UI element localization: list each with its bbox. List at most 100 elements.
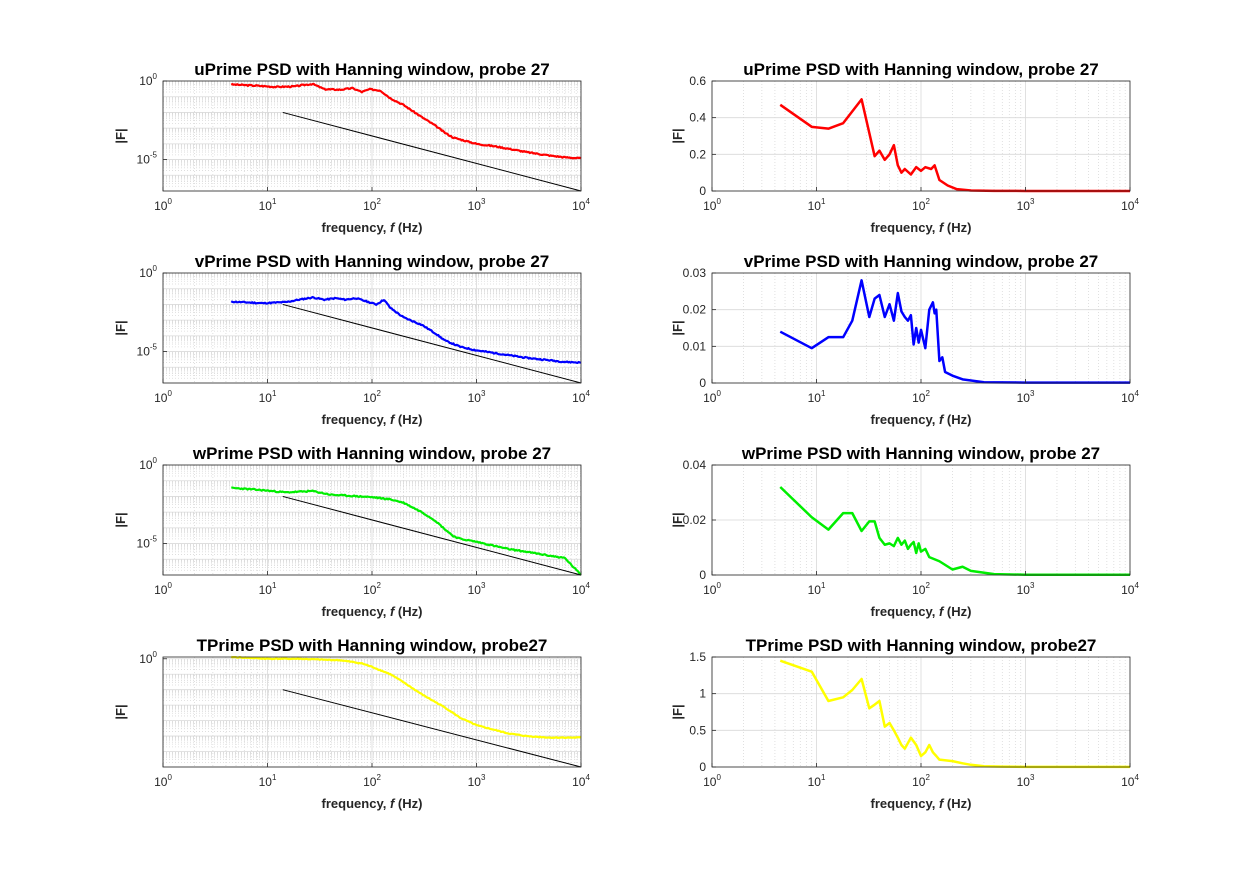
y-tick-label: 100 — [139, 72, 157, 88]
x-tick-label: 100 — [154, 773, 172, 789]
chart-title: TPrime PSD with Hanning window, probe27 — [746, 636, 1097, 655]
y-tick-label: 1 — [699, 687, 706, 701]
x-tick-label: 102 — [363, 197, 381, 213]
x-axis-label: frequency, f (Hz) — [322, 412, 423, 427]
reference-line — [282, 111, 582, 192]
y-tick-label: 0.02 — [683, 513, 707, 527]
grid — [162, 464, 581, 576]
x-tick-label: 100 — [703, 197, 721, 213]
y-axis-label: |F| — [670, 320, 685, 335]
chart-u-lin: 100 101 102 103 104 0 0.2 0.4 0.6 uPrime PSD with… — [670, 60, 1139, 235]
chart-title: vPrime PSD with Hanning window, probe 27 — [195, 252, 550, 271]
y-tick-label: 0.04 — [683, 458, 707, 472]
x-tick-label: 101 — [259, 389, 277, 405]
x-axis-label: frequency, f (Hz) — [871, 220, 972, 235]
x-tick-label: 103 — [1017, 197, 1035, 213]
x-tick-label: 101 — [259, 581, 277, 597]
chart-w-log: 100 101 102 103 104 100 10-5 wPrime PSD with Ha… — [113, 444, 590, 619]
x-tick-label: 102 — [363, 389, 381, 405]
x-tick-label: 102 — [912, 581, 930, 597]
x-tick-label: 101 — [808, 773, 826, 789]
y-tick-label: 100 — [139, 456, 157, 472]
y-tick-label: 10-5 — [137, 343, 158, 359]
y-tick-label: 0.5 — [689, 723, 706, 737]
series-line — [779, 659, 1131, 769]
y-tick-label: 100 — [139, 264, 157, 280]
x-tick-label: 103 — [468, 389, 486, 405]
y-axis-label: |F| — [113, 512, 128, 527]
x-tick-label: 102 — [912, 389, 930, 405]
y-tick-label: 0.2 — [689, 147, 706, 161]
y-axis-label: |F| — [113, 128, 128, 143]
y-tick-label: 1.5 — [689, 650, 706, 664]
y-tick-label: 0 — [699, 760, 706, 774]
x-tick-label: 104 — [572, 197, 590, 213]
chart-title: uPrime PSD with Hanning window, probe 27 — [743, 60, 1098, 79]
x-tick-label: 100 — [703, 389, 721, 405]
x-tick-label: 101 — [259, 197, 277, 213]
x-axis-label: frequency, f (Hz) — [871, 604, 972, 619]
chart-v-log: 100 101 102 103 104 100 10-5 vPrime PSD with Ha… — [113, 252, 590, 427]
x-tick-label: 100 — [154, 389, 172, 405]
chart-w-lin: 100 101 102 103 104 0 0.02 0.04 wPrime PSD with … — [670, 444, 1139, 619]
reference-line — [282, 689, 582, 768]
series-line — [230, 655, 582, 740]
x-tick-label: 101 — [808, 581, 826, 597]
x-tick-label: 104 — [1121, 581, 1139, 597]
y-axis-label: |F| — [113, 704, 128, 719]
x-tick-label: 104 — [572, 773, 590, 789]
chart-t-lin: 100 101 102 103 104 0 0.5 1 1.5 TPrime PSD with H… — [670, 636, 1139, 811]
series-line — [230, 295, 582, 365]
y-tick-label: 0.4 — [689, 111, 706, 125]
series-line — [230, 82, 582, 160]
y-axis-label: |F| — [670, 512, 685, 527]
y-tick-label: 0.6 — [689, 74, 706, 88]
grid — [162, 657, 581, 768]
chart-title: uPrime PSD with Hanning window, probe 27 — [194, 60, 549, 79]
y-axis-label: |F| — [113, 320, 128, 335]
chart-u-log: 100 101 102 103 104 100 10-5 uPrime PSD with Ha… — [113, 60, 590, 235]
reference-line — [282, 495, 582, 576]
x-tick-label: 103 — [1017, 581, 1035, 597]
x-tick-label: 104 — [572, 581, 590, 597]
grid — [711, 464, 1130, 576]
x-tick-label: 100 — [703, 581, 721, 597]
y-tick-label: 0 — [699, 184, 706, 198]
x-tick-label: 104 — [1121, 197, 1139, 213]
y-tick-label: 100 — [139, 650, 157, 666]
y-tick-label: 0.03 — [683, 266, 707, 280]
x-tick-label: 101 — [259, 773, 277, 789]
x-tick-label: 103 — [1017, 773, 1035, 789]
x-tick-label: 103 — [468, 197, 486, 213]
x-tick-label: 104 — [572, 389, 590, 405]
x-tick-label: 102 — [912, 197, 930, 213]
x-axis-label: frequency, f (Hz) — [322, 604, 423, 619]
x-tick-label: 103 — [468, 773, 486, 789]
x-tick-label: 102 — [363, 773, 381, 789]
chart-title: vPrime PSD with Hanning window, probe 27 — [744, 252, 1099, 271]
x-tick-label: 102 — [912, 773, 930, 789]
grid — [162, 272, 581, 384]
y-axis-label: |F| — [670, 704, 685, 719]
x-tick-label: 102 — [363, 581, 381, 597]
series-line — [779, 98, 1131, 193]
y-tick-label: 10-5 — [137, 151, 158, 167]
y-tick-label: 0.01 — [683, 339, 707, 353]
x-tick-label: 100 — [703, 773, 721, 789]
x-axis-label: frequency, f (Hz) — [871, 796, 972, 811]
y-tick-label: 0 — [699, 376, 706, 390]
x-tick-label: 100 — [154, 197, 172, 213]
reference-line — [282, 303, 582, 384]
x-tick-label: 101 — [808, 389, 826, 405]
x-tick-label: 104 — [1121, 773, 1139, 789]
chart-title: TPrime PSD with Hanning window, probe27 — [197, 636, 548, 655]
x-axis-label: frequency, f (Hz) — [322, 796, 423, 811]
x-axis-label: frequency, f (Hz) — [322, 220, 423, 235]
x-tick-label: 101 — [808, 197, 826, 213]
x-tick-label: 100 — [154, 581, 172, 597]
y-tick-label: 0 — [699, 568, 706, 582]
chart-v-lin: 100 101 102 103 104 0 0.01 0.02 0.03 vPrime PSD w… — [670, 252, 1139, 427]
chart-t-log: 100 101 102 103 104 100 TPrime PSD with Hannin… — [113, 636, 590, 811]
x-tick-label: 103 — [468, 581, 486, 597]
